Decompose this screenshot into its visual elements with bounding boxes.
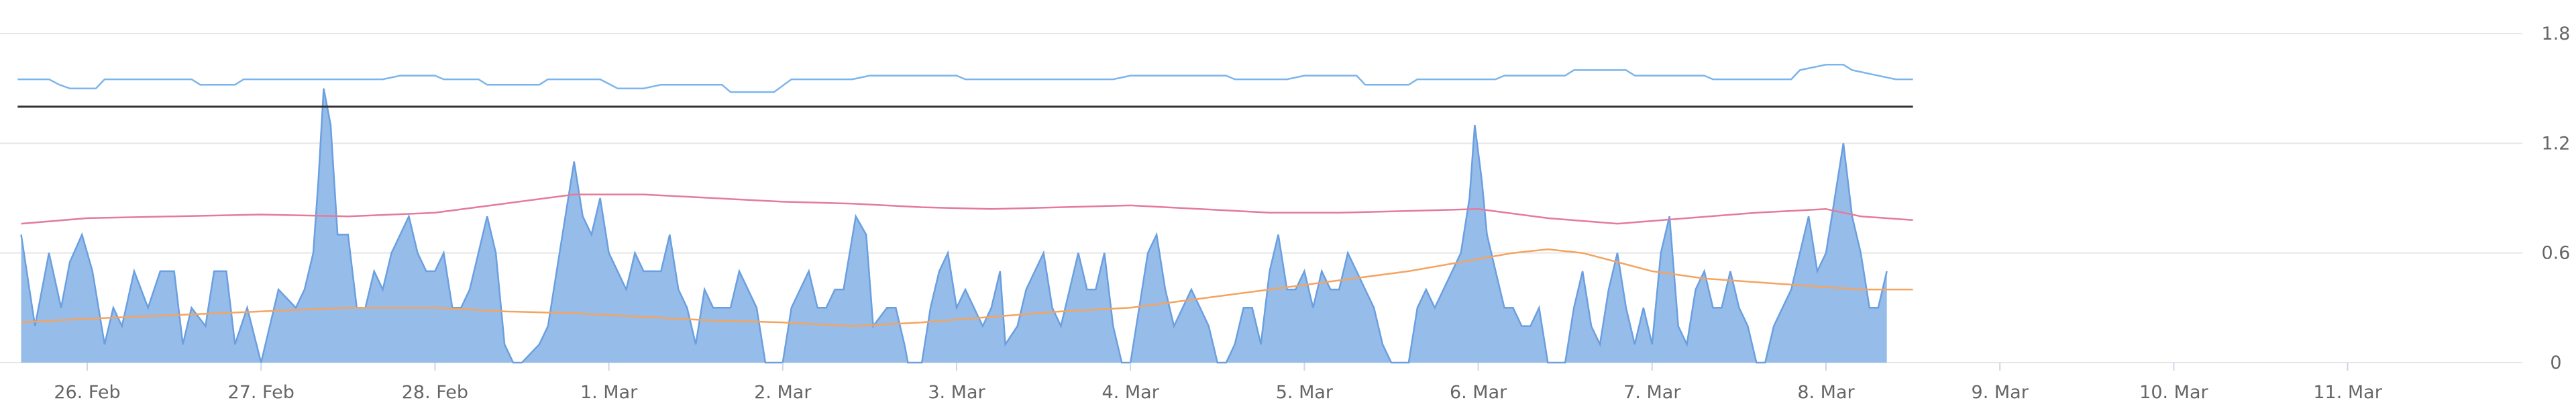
x-tick-label: 26. Feb [54, 382, 120, 403]
y-tick-label: 0 [2550, 353, 2561, 373]
x-tick-label: 5. Mar [1276, 382, 1334, 403]
x-tick-label: 3. Mar [928, 382, 985, 403]
series-area-line [20, 88, 1888, 364]
x-tick-label: 11. Mar [2313, 382, 2382, 403]
x-tick-label: 7. Mar [1623, 382, 1681, 403]
y-tick-label: 0.6 [2542, 243, 2571, 264]
x-tick-label: 4. Mar [1102, 382, 1160, 403]
y-tick-label: 1.8 [2542, 24, 2571, 44]
x-tick-label: 1. Mar [580, 382, 638, 403]
x-tick-label: 2. Mar [754, 382, 812, 403]
series-layer [17, 64, 1913, 364]
series-area-fill [21, 88, 1887, 363]
series-line-orange [21, 248, 1913, 327]
x-tick-label: 9. Mar [1972, 382, 2029, 403]
x-tick-label: 27. Feb [228, 382, 294, 403]
x-tick-label: 28. Feb [402, 382, 468, 403]
series-line-pink [21, 193, 1913, 225]
series-line-upper [17, 64, 1913, 93]
x-axis-ticks: 26. Feb 27. Feb 28. Feb 1. Mar 2. Mar 3. Mar 4… [54, 363, 2383, 403]
x-tick-label: 10. Mar [2139, 382, 2208, 403]
y-tick-label: 1.2 [2542, 133, 2571, 154]
x-tick-label: 8. Mar [1797, 382, 1855, 403]
x-tick-label: 6. Mar [1450, 382, 1507, 403]
y-axis-ticks: 0 0.6 1.2 1.8 [2542, 24, 2571, 373]
